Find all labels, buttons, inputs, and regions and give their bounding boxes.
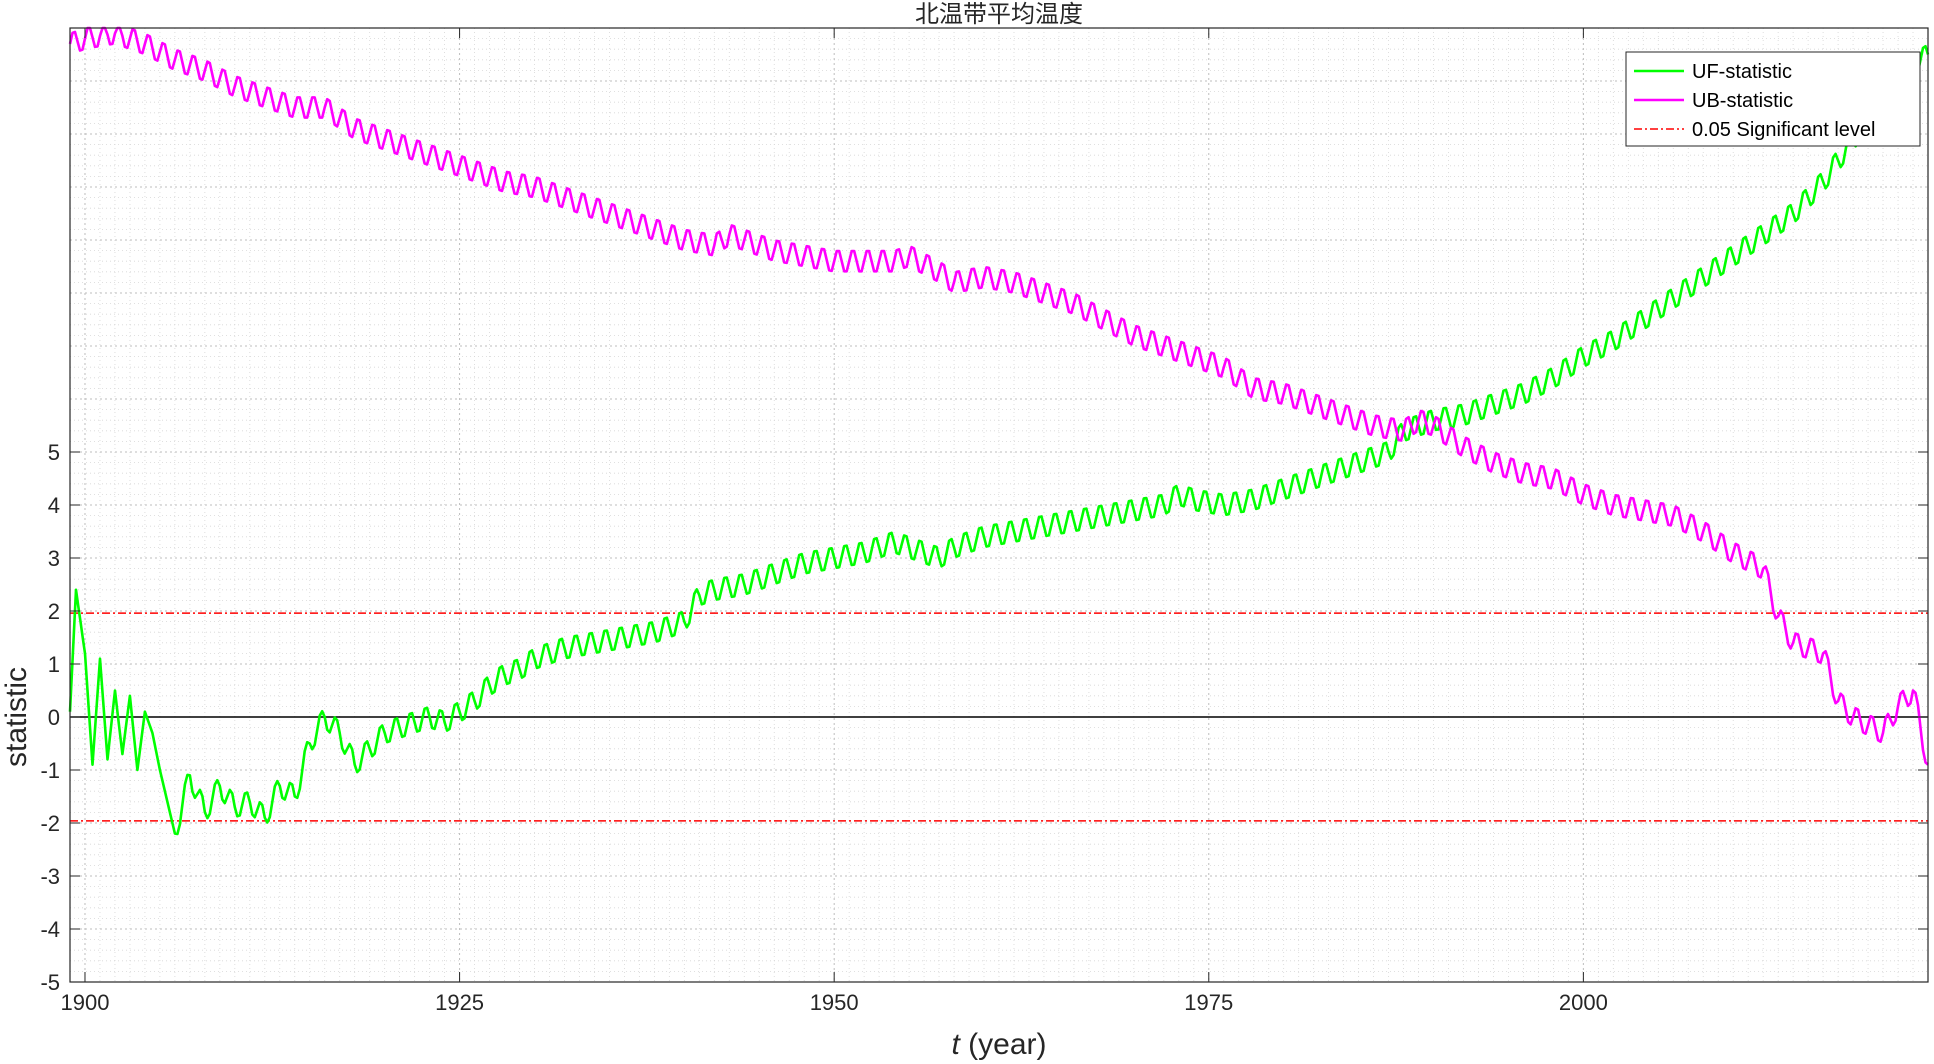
y-tick-label: -3 [40,864,60,889]
y-tick-label: 1 [48,652,60,677]
series-line-ub-statistic [68,26,1929,766]
major-grid [70,27,1928,983]
y-tick-label: 0 [48,705,60,730]
series-lines [68,26,1930,836]
legend: UF-statistic UB-statistic 0.05 Significant… [1625,51,1921,147]
y-tick-label: 4 [48,493,60,518]
x-tick-label: 1975 [1184,990,1233,1015]
y-tick-label: -4 [40,917,60,942]
plot-background [70,28,1928,982]
chart-title: 北温带平均温度 [915,0,1083,28]
legend-label: 0.05 Significant level [1692,119,1875,141]
y-tick-label: 3 [48,546,60,571]
y-axis: -5 -4 -3 -2 -1 0 1 2 3 4 5 [40,440,1928,995]
x-axis-label-unit: (year) [960,1028,1047,1061]
y-axis-label: statistic [0,667,33,767]
x-tick-label: 2000 [1559,990,1608,1015]
x-tick-label: 1950 [810,990,859,1015]
y-tick-label: -1 [40,758,60,783]
series-line-uf-statistic [68,44,1930,836]
y-tick-label: 2 [48,599,60,624]
legend-label: UB-statistic [1692,90,1793,112]
x-tick-label: 1900 [61,990,110,1015]
x-axis: 1900 1925 1950 1975 2000 [61,28,1608,1015]
y-tick-label: -5 [40,970,60,995]
y-tick-label: 5 [48,440,60,465]
x-axis-label: t (year) [951,1028,1046,1061]
reference-lines [70,612,1928,822]
legend-label: UF-statistic [1692,61,1792,83]
y-tick-label: -2 [40,811,60,836]
x-tick-label: 1925 [435,990,484,1015]
x-axis-label-italic: t [951,1028,961,1061]
